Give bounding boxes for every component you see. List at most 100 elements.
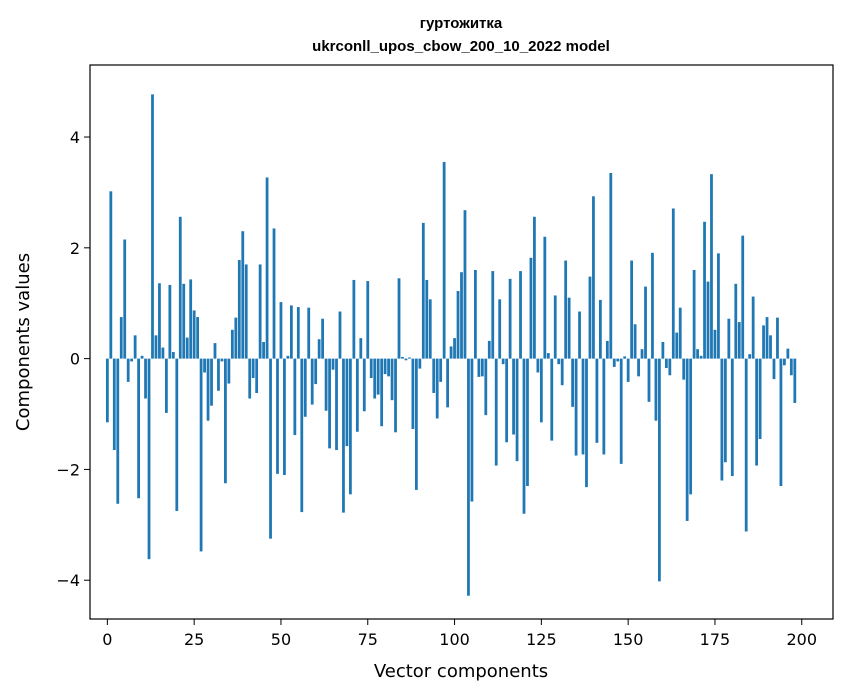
x-tick-label: 50: [271, 630, 291, 649]
bar-component-116: [508, 278, 512, 359]
y-tick-label: 0: [70, 350, 80, 369]
bar-component-43: [255, 358, 259, 393]
bar-component-195: [783, 358, 786, 366]
bar-component-108: [480, 358, 484, 377]
bar-component-104: [467, 358, 470, 596]
bar-component-70: [349, 358, 352, 495]
bar-component-198: [793, 358, 797, 403]
bar-component-169: [692, 269, 696, 359]
bar-component-78: [376, 358, 380, 395]
bar-component-19: [171, 351, 175, 359]
bar-component-113: [498, 299, 502, 359]
bar-component-9: [137, 358, 140, 499]
x-tick-label: 0: [102, 630, 112, 649]
bar-component-143: [602, 358, 606, 455]
bar-component-167: [685, 358, 689, 521]
bar-component-16: [161, 347, 165, 359]
bar-component-175: [713, 329, 717, 359]
bar-component-82: [390, 358, 394, 401]
bar-component-94: [432, 358, 436, 393]
bar-component-151: [630, 260, 634, 359]
bar-component-90: [418, 358, 422, 369]
bar-component-35: [227, 358, 231, 384]
bar-component-181: [734, 283, 738, 359]
bar-component-158: [654, 358, 658, 421]
bar-component-160: [661, 342, 665, 359]
bar-component-142: [598, 299, 602, 359]
bar-component-12: [147, 358, 151, 560]
bar-component-110: [487, 340, 491, 359]
bar-component-68: [342, 358, 345, 513]
bar-component-28: [203, 358, 206, 373]
bar-component-88: [411, 358, 415, 429]
bar-component-123: [533, 216, 536, 359]
bar-component-107: [477, 358, 481, 377]
bar-component-136: [578, 311, 581, 359]
bar-component-126: [543, 236, 547, 359]
bar-component-129: [553, 295, 557, 359]
bar-component-71: [352, 279, 356, 359]
y-tick-label: 2: [70, 239, 80, 258]
bar-component-147: [616, 358, 620, 362]
bar-component-132: [564, 260, 568, 359]
bar-component-29: [206, 358, 210, 421]
bar-component-196: [786, 348, 790, 359]
bar-component-57: [303, 358, 307, 417]
bar-component-127: [546, 353, 550, 359]
bar-component-31: [213, 343, 217, 359]
bar-component-38: [237, 260, 241, 359]
bar-component-80: [383, 358, 387, 375]
bar-component-189: [762, 325, 765, 359]
bar-component-197: [789, 358, 793, 376]
bar-component-115: [505, 358, 509, 443]
chart-title: гуртожитка: [420, 15, 503, 32]
bar-component-128: [550, 358, 554, 441]
bar-component-114: [501, 358, 505, 365]
bar-component-47: [269, 358, 272, 539]
bar-component-79: [380, 358, 384, 427]
bar-component-81: [387, 358, 390, 377]
bar-component-134: [571, 358, 574, 407]
bar-component-10: [140, 355, 144, 359]
bar-component-112: [494, 358, 498, 466]
bar-component-7: [130, 358, 134, 362]
bar-component-184: [744, 358, 748, 532]
bar-component-26: [196, 317, 200, 359]
bar-component-25: [192, 310, 196, 359]
bar-component-64: [328, 358, 331, 449]
x-axis-label: Vector components: [374, 661, 548, 682]
bar-component-191: [769, 335, 772, 359]
x-tick-label: 125: [526, 630, 557, 649]
bar-component-15: [158, 283, 161, 359]
bar-component-27: [199, 358, 203, 552]
bar-component-18: [168, 284, 172, 359]
bar-component-130: [557, 358, 561, 365]
bar-component-75: [366, 281, 370, 359]
bar-component-102: [460, 272, 463, 359]
bar-component-194: [779, 358, 783, 487]
plot-frame: [89, 64, 834, 620]
bar-component-168: [689, 358, 693, 495]
bar-component-99: [449, 346, 453, 359]
bar-component-144: [605, 340, 609, 359]
bar-component-101: [456, 291, 460, 359]
bar-component-5: [123, 239, 127, 359]
x-tick-label: 100: [439, 630, 470, 649]
bar-component-85: [401, 356, 404, 359]
bar-component-39: [241, 231, 245, 359]
bar-component-156: [647, 358, 651, 402]
bar-component-171: [699, 355, 703, 359]
bar-component-117: [512, 358, 515, 435]
bar-component-98: [446, 358, 449, 408]
bar-component-122: [529, 257, 533, 359]
bar-component-173: [706, 281, 710, 359]
bar-component-139: [588, 276, 592, 359]
bar-component-185: [748, 354, 752, 359]
bar-component-55: [296, 307, 300, 359]
bar-component-41: [248, 358, 252, 399]
bar-component-188: [758, 358, 762, 439]
bar-component-3: [116, 358, 120, 504]
bar-component-45: [262, 342, 265, 359]
bar-component-154: [640, 349, 644, 359]
